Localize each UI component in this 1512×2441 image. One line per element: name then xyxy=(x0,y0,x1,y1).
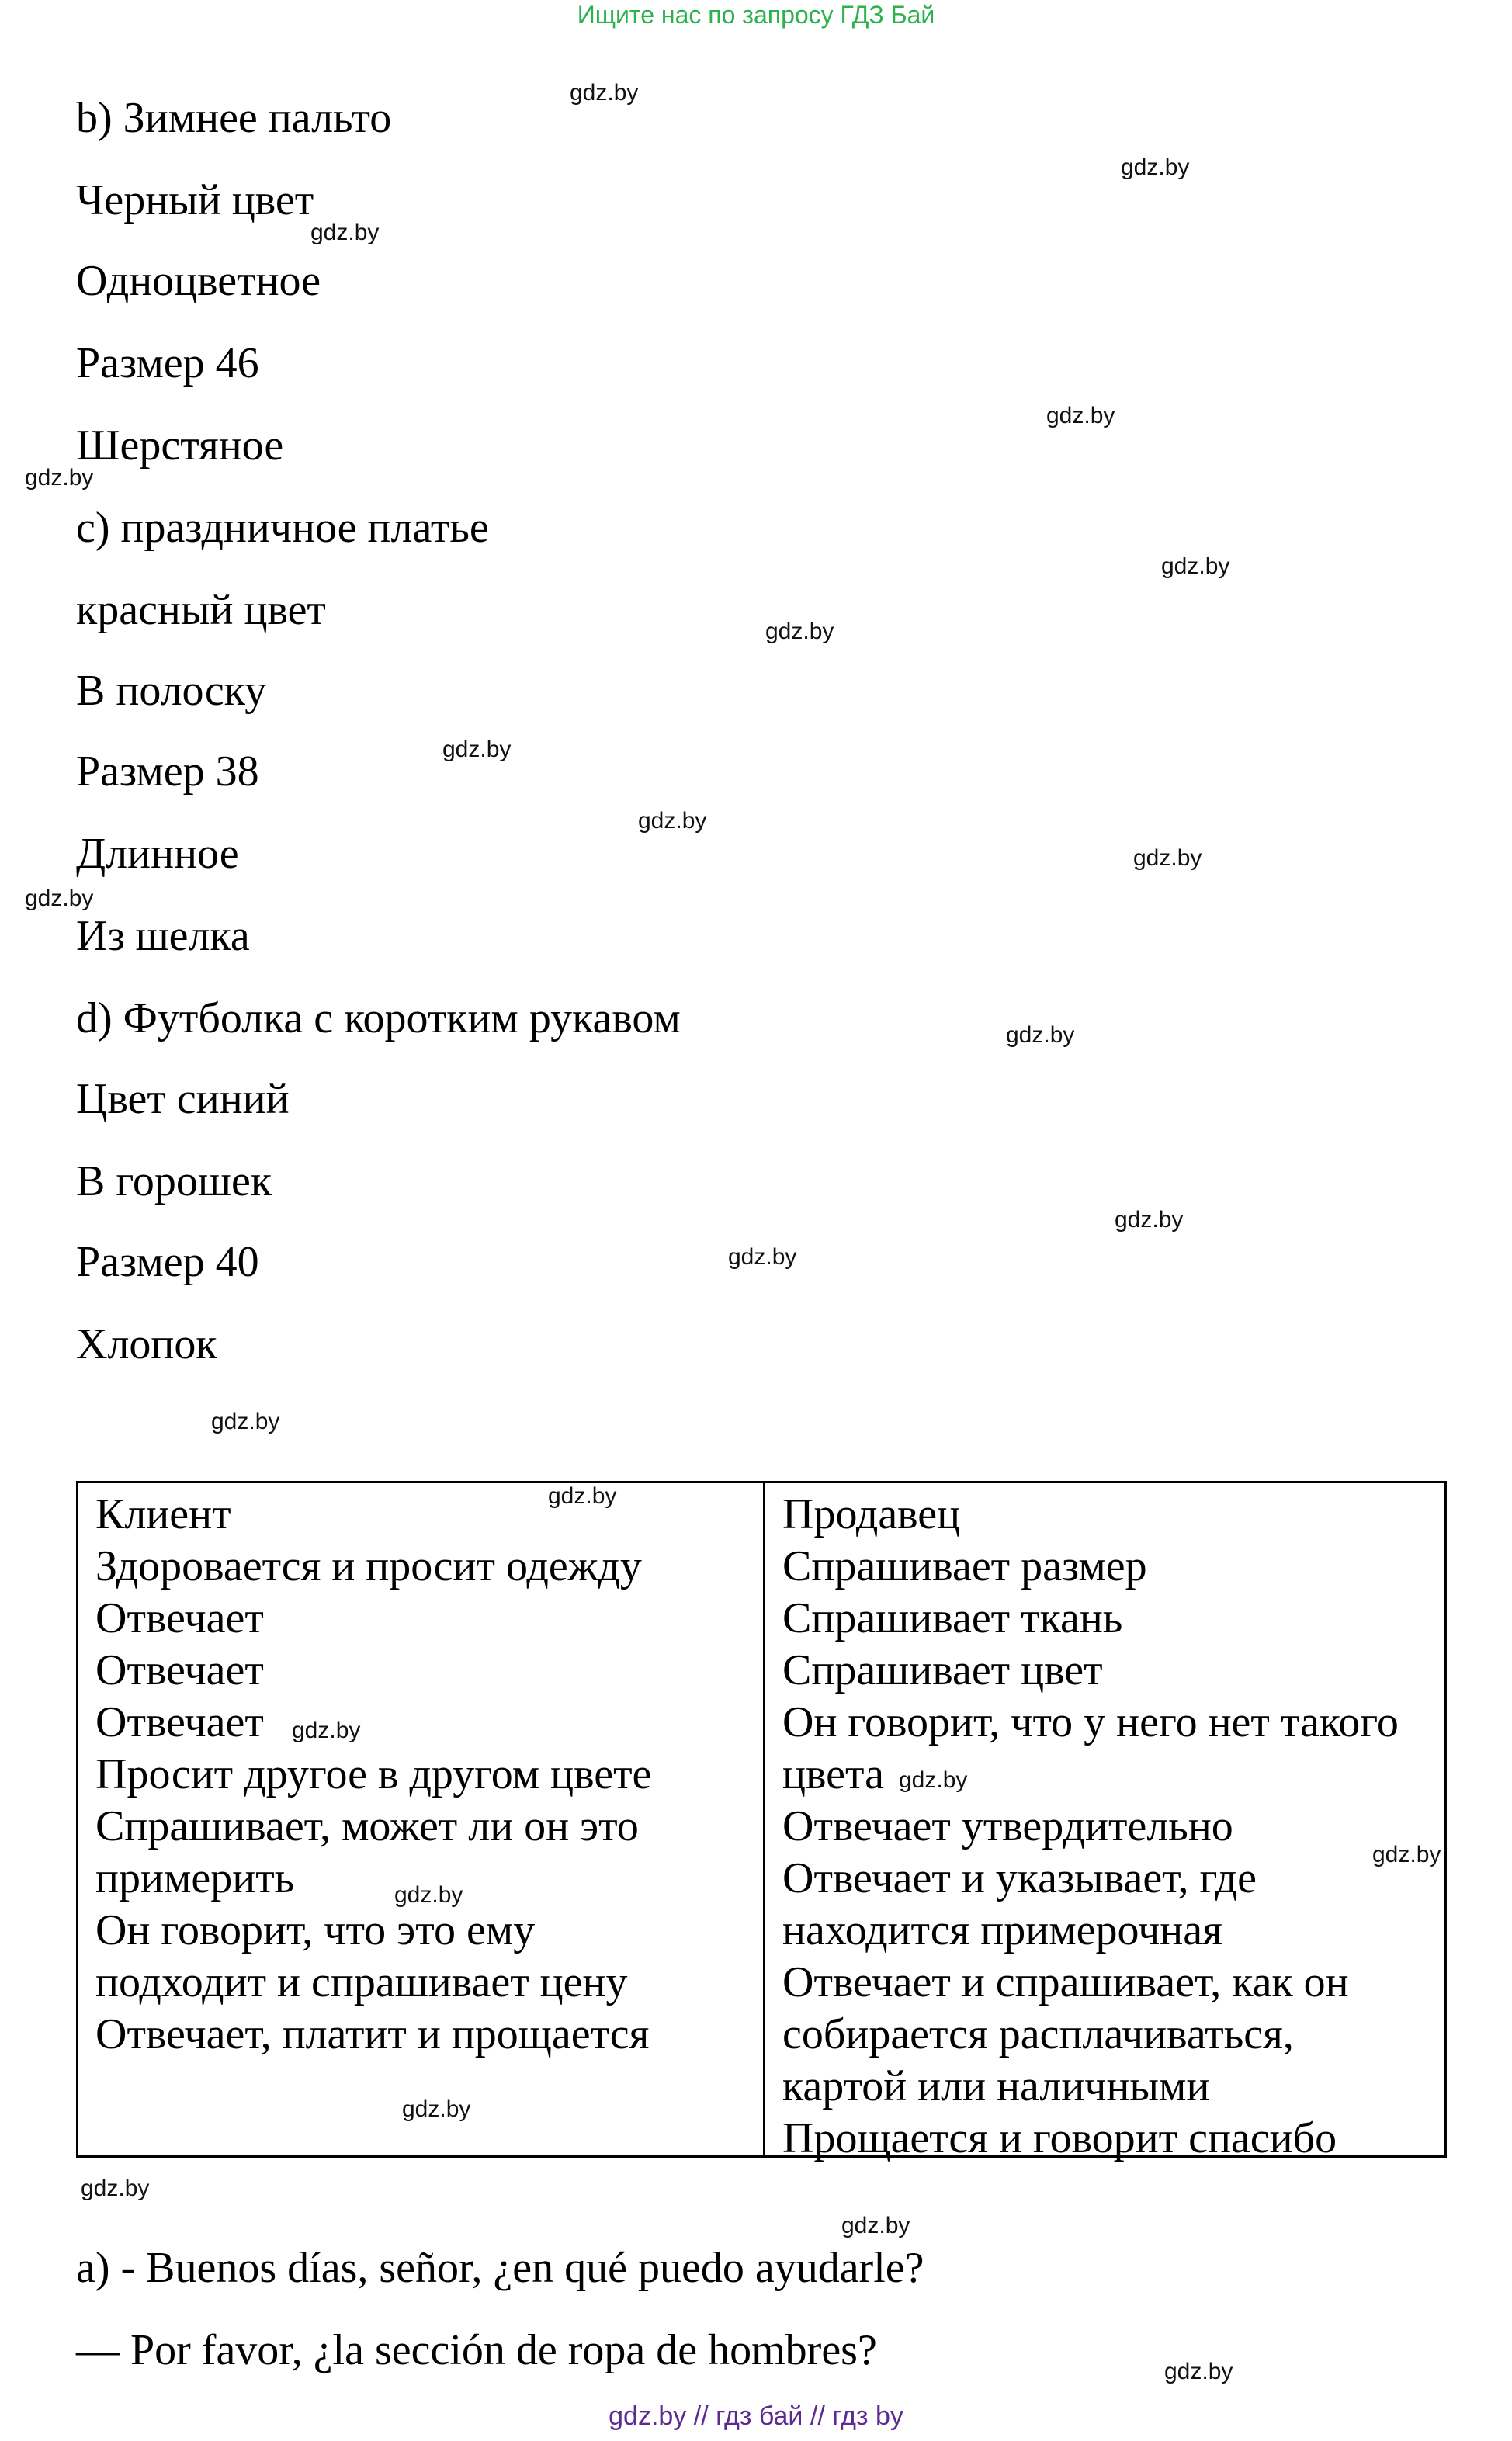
line: Шерстяное xyxy=(76,421,284,470)
watermark: gdz.by xyxy=(899,1767,968,1793)
client-column: Клиент Здоровается и просит одежду Отвеч… xyxy=(78,1483,765,2155)
seller-column: Продавец Спрашивает размер Спрашивает тк… xyxy=(765,1483,1444,2162)
seller-line: находится примерочная xyxy=(782,1906,1222,1954)
seller-line: Отвечает и указывает, где xyxy=(782,1854,1257,1902)
line: Размер 38 xyxy=(76,747,259,796)
watermark: gdz.by xyxy=(638,808,707,834)
seller-line: Спрашивает размер xyxy=(782,1542,1147,1590)
client-line: Спрашивает, может ли он это xyxy=(95,1802,639,1850)
line: Размер 46 xyxy=(76,339,259,387)
footer-links[interactable]: gdz.by // гдз бай // гдз by xyxy=(609,2401,903,2431)
seller-line: собирается расплачиваться, xyxy=(782,2010,1294,2058)
watermark: gdz.by xyxy=(292,1718,361,1743)
line: Длинное xyxy=(76,830,239,878)
client-line: Здоровается и просит одежду xyxy=(95,1542,642,1590)
dialogue-line: — Por favor, ¿la sección de ropa de homb… xyxy=(76,2326,877,2374)
watermark: gdz.by xyxy=(310,220,380,245)
watermark: gdz.by xyxy=(765,619,834,644)
watermark: gdz.by xyxy=(1115,1207,1184,1233)
client-line: Отвечает xyxy=(95,1646,264,1694)
client-line: примерить xyxy=(95,1854,295,1902)
line: Из шелка xyxy=(76,912,250,960)
watermark: gdz.by xyxy=(1161,553,1230,579)
line: Черный цвет xyxy=(76,176,314,224)
watermark: gdz.by xyxy=(81,2176,150,2201)
watermark: gdz.by xyxy=(841,2213,910,2238)
line: Цвет синий xyxy=(76,1075,290,1123)
client-line: Он говорит, что это ему xyxy=(95,1906,536,1954)
watermark: gdz.by xyxy=(394,1882,463,1908)
seller-line: Прощается и говорит спасибо xyxy=(782,2114,1337,2162)
seller-line: цвета xyxy=(782,1750,884,1798)
client-header: Клиент xyxy=(95,1490,231,1538)
watermark: gdz.by xyxy=(1046,403,1115,428)
seller-line: Спрашивает цвет xyxy=(782,1646,1103,1694)
watermark: gdz.by xyxy=(211,1409,280,1434)
watermark: gdz.by xyxy=(1133,845,1202,871)
watermark: gdz.by xyxy=(1006,1022,1075,1048)
watermark: gdz.by xyxy=(728,1244,797,1270)
line: b) Зимнее пальто xyxy=(76,94,392,142)
seller-header: Продавец xyxy=(782,1490,961,1538)
line: d) Футболка с коротким рукавом xyxy=(76,994,681,1042)
line: Хлопок xyxy=(76,1320,217,1368)
line: красный цвет xyxy=(76,586,326,634)
watermark: gdz.by xyxy=(25,886,94,911)
seller-line: Спрашивает ткань xyxy=(782,1594,1123,1642)
client-line: Отвечает xyxy=(95,1594,264,1642)
dialogue-line: a) - Buenos días, señor, ¿en qué puedo a… xyxy=(76,2244,924,2292)
seller-line: картой или наличными xyxy=(782,2062,1210,2110)
watermark: gdz.by xyxy=(548,1483,617,1509)
seller-line: Отвечает утвердительно xyxy=(782,1802,1233,1850)
dialogue-table: Клиент Здоровается и просит одежду Отвеч… xyxy=(76,1481,1447,2162)
watermark: gdz.by xyxy=(402,2096,471,2122)
search-hint-link[interactable]: Ищите нас по запросу ГДЗ Бай xyxy=(577,1,935,29)
seller-line: Отвечает и спрашивает, как он xyxy=(782,1958,1349,2006)
line: c) праздничное платье xyxy=(76,504,489,552)
watermark: gdz.by xyxy=(570,80,639,106)
client-line: Отвечает, платит и прощается xyxy=(95,2010,650,2058)
seller-line: Он говорит, что у него нет такого xyxy=(782,1698,1399,1746)
client-line: Просит другое в другом цвете xyxy=(95,1750,652,1798)
line: В горошек xyxy=(76,1157,272,1205)
watermark: gdz.by xyxy=(1164,2359,1233,2384)
watermark: gdz.by xyxy=(1121,154,1190,180)
client-line: подходит и спрашивает цену xyxy=(95,1958,628,2006)
watermark: gdz.by xyxy=(25,465,94,491)
watermark: gdz.by xyxy=(1372,1842,1441,1867)
watermark: gdz.by xyxy=(442,737,512,762)
line: В полоску xyxy=(76,667,267,715)
client-line: Отвечает xyxy=(95,1698,264,1746)
line: Размер 40 xyxy=(76,1238,259,1286)
line: Одноцветное xyxy=(76,257,321,305)
